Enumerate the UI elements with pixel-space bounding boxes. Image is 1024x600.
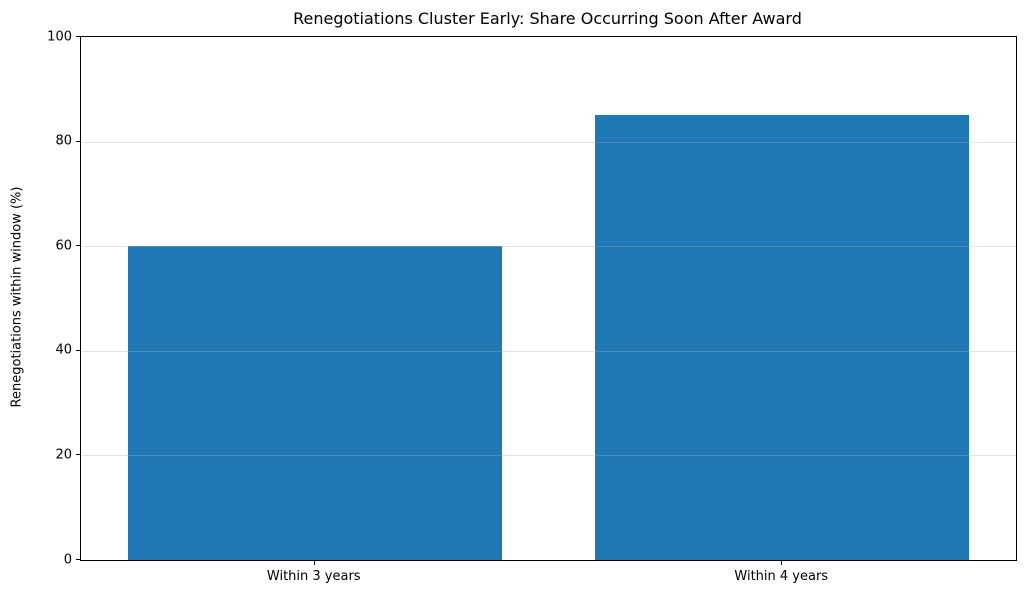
y-tick-mark-60 [76,245,80,247]
x-tick-label-within-4-years: Within 4 years [734,569,829,584]
gridline-y-40 [81,350,1016,352]
bar-within-4-years [595,115,970,560]
y-tick-label-80: 80 [55,133,72,149]
y-tick-label-40: 40 [55,342,72,358]
y-tick-mark-100 [76,36,80,37]
y-axis-label: Renegotiations within window (%) [9,186,25,408]
y-tick-label-0: 0 [63,552,72,567]
y-tick-mark-80 [76,140,80,142]
y-tick-mark-0 [76,559,80,560]
y-tick-label-60: 60 [55,238,72,254]
plot-area [80,36,1017,561]
y-tick-label-20: 20 [55,447,72,463]
y-tick-label-100: 100 [47,29,72,44]
chart-title: Renegotiations Cluster Early: Share Occu… [293,9,802,28]
gridline-y-20 [81,455,1016,457]
gridline-y-80 [81,141,1016,143]
y-tick-mark-20 [76,454,80,456]
bar-within-3-years [127,246,502,560]
x-tick-label-within-3-years: Within 3 years [266,569,361,584]
y-tick-mark-40 [76,349,80,351]
x-tick-mark-1 [313,561,315,565]
x-tick-mark-2 [781,561,783,565]
gridline-y-60 [81,246,1016,248]
